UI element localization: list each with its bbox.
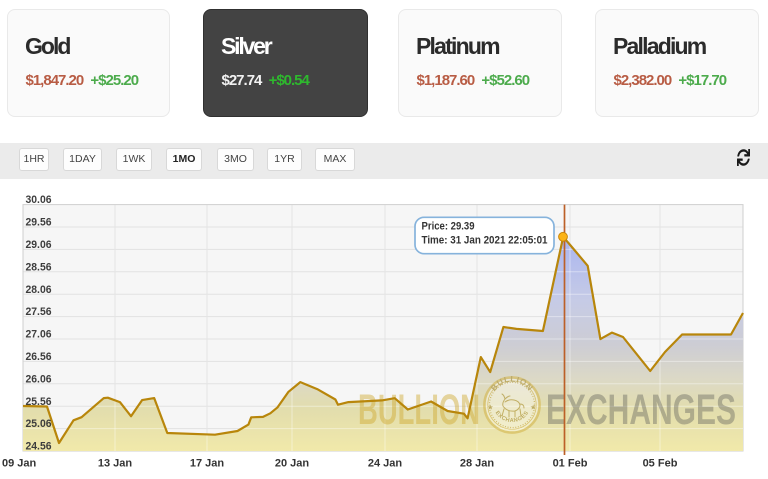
svg-text:25.56: 25.56 — [26, 396, 52, 408]
svg-text:01 Feb: 01 Feb — [553, 458, 588, 470]
svg-text:BULLION: BULLION — [358, 386, 480, 434]
svg-text:Price: 29.39: Price: 29.39 — [422, 221, 475, 233]
svg-text:26.06: 26.06 — [26, 373, 52, 385]
svg-text:13 Jan: 13 Jan — [98, 458, 133, 470]
svg-text:20 Jan: 20 Jan — [275, 458, 310, 470]
svg-text:EXCHANGES: EXCHANGES — [546, 386, 736, 434]
svg-text:24 Jan: 24 Jan — [368, 458, 403, 470]
svg-text:26.56: 26.56 — [26, 351, 52, 363]
svg-text:27.56: 27.56 — [26, 306, 52, 318]
svg-text:05 Feb: 05 Feb — [643, 458, 678, 470]
svg-text:29.56: 29.56 — [26, 217, 52, 229]
svg-text:29.06: 29.06 — [26, 239, 52, 251]
svg-text:28.56: 28.56 — [26, 261, 52, 273]
svg-text:27.06: 27.06 — [26, 329, 52, 341]
svg-text:28 Jan: 28 Jan — [460, 458, 495, 470]
svg-text:25.06: 25.06 — [26, 418, 52, 430]
svg-text:Time: 31 Jan 2021 22:05:01: Time: 31 Jan 2021 22:05:01 — [422, 235, 548, 247]
svg-text:17 Jan: 17 Jan — [190, 458, 225, 470]
svg-text:09 Jan: 09 Jan — [2, 458, 37, 470]
svg-text:★: ★ — [530, 404, 536, 412]
svg-text:24.56: 24.56 — [26, 441, 52, 453]
svg-text:30.06: 30.06 — [26, 194, 52, 206]
svg-text:28.06: 28.06 — [26, 284, 52, 296]
svg-text:★: ★ — [487, 404, 493, 412]
